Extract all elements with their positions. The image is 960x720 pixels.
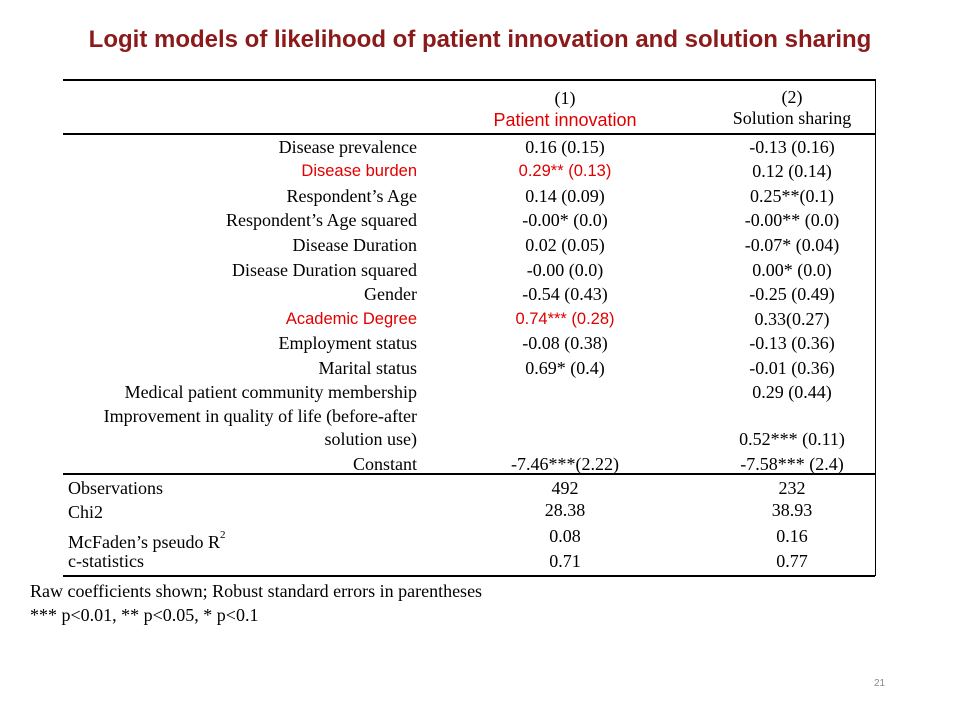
stats-col1-value: 492 (551, 478, 579, 498)
column-1-name: Patient innovation (493, 110, 637, 130)
row-label-line1: Improvement in quality of life (before-a… (103, 406, 417, 426)
stats-label: Observations (68, 478, 163, 498)
stats-col1-value: 0.08 (549, 526, 581, 546)
row-col1-value: 0.02 (0.05) (525, 235, 605, 255)
row-col2-value: -0.00** (0.0) (744, 210, 840, 230)
row-label: Disease Duration (292, 235, 417, 255)
column-1-number: (1) (554, 88, 576, 108)
page-number: 21 (874, 678, 886, 689)
row-label: Constant (352, 454, 417, 474)
row-col1-value: -0.08 (0.38) (522, 333, 608, 353)
row-col1-value: -7.46***(2.22) (511, 454, 619, 474)
row-label: Respondent’s Age squared (226, 210, 417, 230)
stats-rule (63, 473, 875, 475)
significance-note: *** p<0.01, ** p<0.05, * p<0.1 (30, 605, 259, 625)
row-col2-value: -0.01 (0.36) (749, 358, 835, 378)
stats-col2-value: 0.16 (776, 526, 808, 546)
stats-col1-value: 0.71 (549, 551, 581, 571)
table-right-border (875, 79, 876, 576)
row-col1-value: -0.00* (0.0) (522, 210, 608, 230)
row-label: Disease prevalence (278, 137, 417, 157)
column-2-number: (2) (781, 87, 803, 107)
table-top-rule (63, 79, 875, 81)
row-col2-value: 0.29 (0.44) (752, 382, 832, 402)
row-col2-value: -0.07* (0.04) (744, 235, 840, 255)
row-label: Disease Duration squared (232, 260, 417, 280)
row-col1-value: 0.69* (0.4) (525, 358, 605, 378)
stats-label: c-statistics (68, 551, 144, 571)
stats-label: Chi2 (68, 502, 104, 522)
row-col1-value-highlighted: 0.29** (0.13) (518, 162, 612, 180)
row-col2-value: 0.00* (0.0) (752, 260, 832, 280)
slide-title: Logit models of likelihood of patient in… (88, 26, 872, 53)
row-col2-value: -0.25 (0.49) (749, 284, 835, 304)
row-label: Medical patient community membership (124, 382, 417, 402)
row-label: Gender (364, 284, 417, 304)
row-col2-value: -0.13 (0.36) (749, 333, 835, 353)
row-label: Respondent’s Age (286, 186, 418, 206)
row-label-line2: solution use) (324, 429, 418, 449)
row-col1-value-highlighted: 0.74*** (0.28) (515, 310, 615, 328)
row-col1-value: 0.14 (0.09) (525, 186, 605, 206)
stats-label: McFaden’s pseudo R2 (68, 526, 226, 554)
row-label: Employment status (278, 333, 418, 353)
row-col2-value: 0.52*** (0.11) (739, 429, 845, 449)
stats-col2-value: 0.77 (776, 551, 808, 571)
stats-label-text: McFaden’s pseudo R (68, 532, 220, 552)
row-col2-value: -7.58*** (2.4) (740, 454, 844, 474)
row-label-highlighted: Academic Degree (285, 310, 417, 328)
row-col1-value: -0.54 (0.43) (522, 284, 608, 304)
row-col2-value: 0.12 (0.14) (752, 161, 832, 181)
stats-col1-value: 28.38 (544, 500, 586, 520)
column-2-name: Solution sharing (732, 108, 852, 128)
row-col2-value: 0.25**(0.1) (750, 186, 834, 206)
stats-col2-value: 232 (778, 478, 806, 498)
table-note: Raw coefficients shown; Robust standard … (30, 581, 483, 601)
row-col1-value: 0.16 (0.15) (525, 137, 605, 157)
row-label: Marital status (318, 358, 417, 378)
header-rule (63, 133, 875, 135)
stats-col2-value: 38.93 (771, 500, 813, 520)
row-col1-value: -0.00 (0.0) (526, 260, 604, 280)
table-bottom-rule (63, 575, 875, 577)
row-col2-value: -0.13 (0.16) (749, 137, 835, 157)
stats-label-superscript: 2 (220, 529, 226, 541)
row-label-highlighted: Disease burden (301, 162, 417, 180)
row-col2-value: 0.33(0.27) (754, 309, 830, 329)
